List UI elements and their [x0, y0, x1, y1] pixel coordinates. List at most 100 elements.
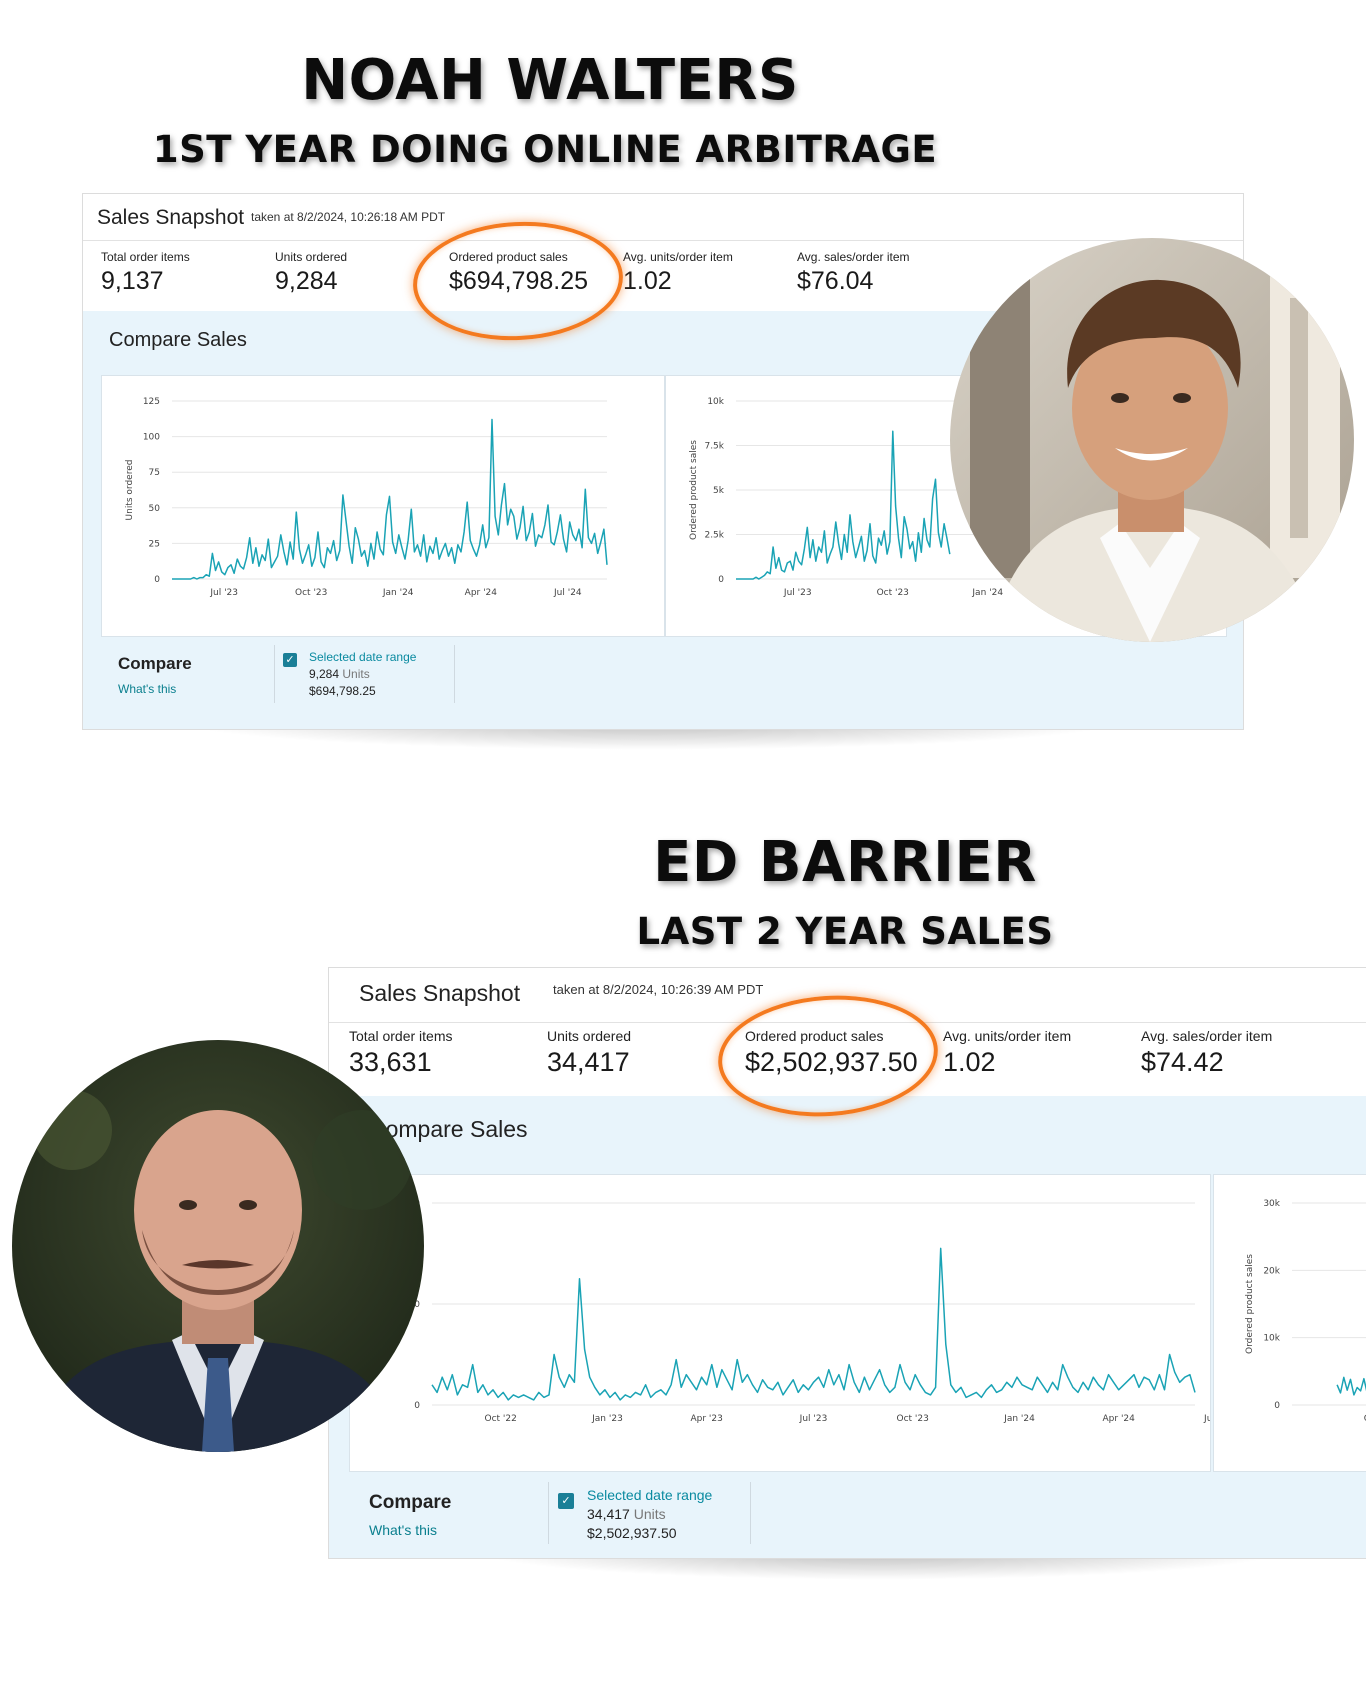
- metric-label: Avg. units/order item: [943, 1028, 1072, 1044]
- y-tick-label: 25: [149, 539, 160, 549]
- x-tick-label: Oct '23: [295, 588, 327, 598]
- metric-label: Units ordered: [547, 1028, 632, 1044]
- series-line: [431, 1247, 1196, 1401]
- sales-snapshot-panel-2: Sales Snapshot taken at 8/2/2024, 10:26:…: [328, 967, 1366, 1559]
- metric-value: 1.02: [623, 267, 672, 295]
- x-tick-label: Jul '23: [783, 588, 812, 598]
- y-axis-label: Ordered product sales: [1245, 1254, 1255, 1354]
- person1-subtitle: 1ST YEAR DOING ONLINE ARBITRAGE: [152, 128, 938, 171]
- x-tick-label: Oct '23: [897, 1414, 929, 1424]
- series-line: [736, 430, 951, 580]
- metric-value: 34,417: [547, 1047, 630, 1077]
- units-value: 9,284: [309, 667, 340, 681]
- metric-units-ordered: Units ordered 9,284: [275, 250, 347, 296]
- metric-label: Avg. sales/order item: [797, 250, 910, 264]
- selected-range-sales: $694,798.25: [309, 684, 376, 698]
- series-line: [172, 418, 608, 580]
- compare-sales-title: Compare Sales: [109, 329, 247, 351]
- person2-name: ED BARRIER: [653, 830, 1037, 895]
- snapshot-title: Sales Snapshot: [97, 206, 245, 229]
- avatar-noah: [950, 238, 1354, 642]
- metric-units-ordered: Units ordered 34,417: [547, 1028, 631, 1078]
- x-tick-label: Oct '23: [877, 588, 909, 598]
- series-line: [1336, 1376, 1366, 1396]
- divider: [274, 645, 275, 703]
- snapshot-header: Sales Snapshot taken at 8/2/2024, 10:26:…: [83, 194, 1243, 241]
- whats-this-link[interactable]: What's this: [118, 682, 177, 696]
- y-tick-label: 2.5k: [704, 531, 724, 541]
- metric-value: 9,137: [101, 267, 164, 295]
- y-tick-label: 7.5k: [704, 442, 724, 452]
- whats-this-link[interactable]: What's this: [369, 1522, 438, 1538]
- x-tick-label: Jul '24: [553, 588, 582, 598]
- selected-range-summary: Selected date range 34,417 Units $2,502,…: [587, 1486, 712, 1543]
- selected-range-units: 34,417 Units: [587, 1505, 712, 1524]
- metric-avg-units: Avg. units/order item 1.02: [623, 250, 733, 296]
- snapshot-title: Sales Snapshot: [359, 980, 521, 1006]
- snapshot-timestamp: taken at 8/2/2024, 10:26:39 AM PDT: [553, 982, 764, 997]
- y-tick-label: 5k: [713, 486, 725, 496]
- metric-total-order-items: Total order items 33,631: [349, 1028, 452, 1078]
- chart-svg: 0 25 50 75 100 125 Units ordered Jul '23 Oct '23…: [125, 397, 608, 598]
- metric-label: Total order items: [349, 1028, 453, 1044]
- units-ordered-chart: 0 25 50 75 100 125 Units ordered Jul '23 Oct '23…: [101, 375, 665, 637]
- units-word: Units: [633, 1506, 666, 1522]
- units-value: 34,417: [587, 1506, 630, 1522]
- product-sales-chart: 0 10k 20k 30k Ordered product sales Oct: [1213, 1174, 1366, 1472]
- metric-avg-units: Avg. units/order item 1.02: [943, 1028, 1071, 1078]
- y-tick-label: 100: [143, 433, 160, 443]
- divider: [750, 1482, 751, 1544]
- y-tick-label: 0: [1274, 1401, 1280, 1411]
- person2-subtitle: LAST 2 YEAR SALES: [636, 910, 1054, 953]
- selected-range-checkbox[interactable]: ✓: [558, 1493, 574, 1509]
- y-tick-label: 10k: [1263, 1334, 1280, 1344]
- y-tick-label: 75: [149, 468, 160, 478]
- metric-label: Avg. units/order item: [623, 250, 733, 264]
- units-word: Units: [342, 667, 370, 681]
- x-tick-label: Jan '24: [1003, 1414, 1035, 1424]
- x-tick-label: Jan '24: [382, 588, 414, 598]
- x-tick-label: Oct '22: [484, 1414, 516, 1424]
- metric-label: Avg. sales/order item: [1141, 1028, 1273, 1044]
- x-tick-label: Apr '24: [465, 588, 498, 598]
- metric-avg-sales: Avg. sales/order item $76.04: [797, 250, 910, 296]
- metric-ordered-product-sales: Ordered product sales $694,798.25: [449, 250, 588, 296]
- compare-footer: Compare What's this: [118, 654, 192, 696]
- y-tick-label: 0: [718, 575, 724, 585]
- selected-range-summary: Selected date range 9,284 Units $694,798…: [309, 649, 416, 700]
- divider: [454, 645, 455, 703]
- y-tick-label: 0: [154, 575, 160, 585]
- metric-label: Total order items: [101, 250, 190, 264]
- metric-value: 9,284: [275, 267, 338, 295]
- selected-range-sales: $2,502,937.50: [587, 1525, 677, 1541]
- divider: [548, 1482, 549, 1544]
- metric-value: 33,631: [349, 1047, 432, 1077]
- metric-value: $2,502,937.50: [745, 1047, 918, 1077]
- y-tick-label: 50: [149, 504, 161, 514]
- compare-label: Compare: [118, 654, 192, 673]
- metric-value: $694,798.25: [449, 267, 589, 295]
- x-tick-label: Jan '23: [591, 1414, 623, 1424]
- metric-label: Ordered product sales: [745, 1028, 884, 1044]
- compare-sales-title: Compare Sales: [369, 1116, 528, 1142]
- metric-label: Units ordered: [275, 250, 348, 264]
- x-tick-label: Jul '23: [209, 588, 238, 598]
- chart-svg: 0 10k 20k 30k Ordered product sales Oct: [1245, 1199, 1366, 1424]
- y-axis-label: Ordered product sales: [689, 440, 699, 540]
- x-tick-label: Jul '24: [1203, 1414, 1210, 1424]
- x-tick-label: Jan '24: [971, 588, 1003, 598]
- x-tick-label: Oct: [1364, 1414, 1366, 1424]
- selected-range-label: Selected date range: [587, 1487, 713, 1503]
- metric-ordered-product-sales: Ordered product sales $2,502,937.50: [745, 1028, 918, 1078]
- selected-range-checkbox[interactable]: ✓: [283, 653, 297, 667]
- y-tick-label: 30k: [1263, 1199, 1280, 1209]
- snapshot-timestamp: taken at 8/2/2024, 10:26:18 AM PDT: [251, 210, 446, 224]
- x-tick-label: Apr '24: [1103, 1414, 1136, 1424]
- metric-value: $76.04: [797, 267, 874, 295]
- y-axis-label: Units ordered: [125, 460, 135, 521]
- y-tick-label: 20k: [1263, 1266, 1280, 1276]
- metric-label: Ordered product sales: [449, 250, 568, 264]
